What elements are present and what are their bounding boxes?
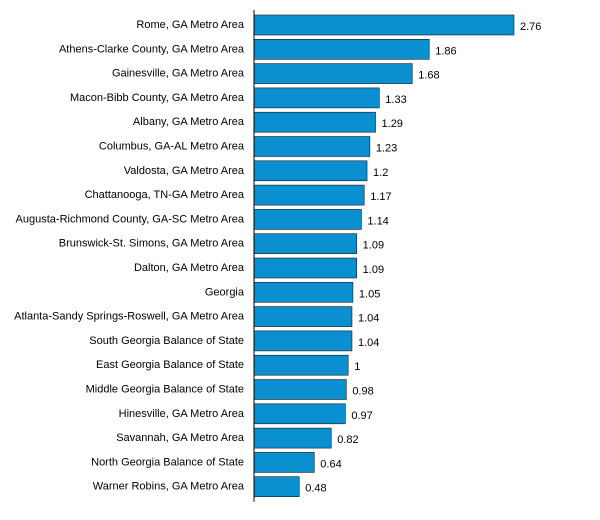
category-label: Valdosta, GA Metro Area: [124, 165, 245, 177]
category-label: Dalton, GA Metro Area: [134, 262, 245, 274]
value-label: 0.82: [337, 434, 358, 446]
category-label: Middle Georgia Balance of State: [86, 384, 244, 396]
bar: [253, 136, 371, 157]
bar: [253, 233, 357, 254]
value-label: 0.64: [320, 458, 341, 470]
category-label: Macon-Bibb County, GA Metro Area: [70, 92, 245, 104]
category-label: Athens-Clarke County, GA Metro Area: [59, 43, 245, 55]
category-label: Georgia: [205, 286, 245, 298]
category-labels: Rome, GA Metro Area Athens-Clarke County,…: [14, 19, 245, 493]
value-label: 0.48: [305, 483, 326, 495]
bar: [253, 281, 354, 303]
category-label: Columbus, GA-AL Metro Area: [99, 141, 245, 153]
value-label: 0.98: [352, 386, 373, 398]
category-label: North Georgia Balance of State: [91, 456, 244, 468]
category-label: Warner Robins, GA Metro Area: [93, 481, 245, 493]
value-label: 1.09: [363, 264, 384, 276]
bar: [253, 403, 346, 425]
bars-group: [253, 14, 515, 498]
value-label: 1.23: [376, 143, 397, 155]
category-label: Brunswick-St. Simons, GA Metro Area: [59, 238, 245, 250]
value-label: 1.17: [370, 191, 391, 203]
value-label: 1.14: [367, 215, 388, 227]
bar: [253, 452, 315, 473]
category-label: Savannah, GA Metro Area: [116, 432, 245, 444]
bar: [253, 306, 353, 327]
bar: [253, 257, 357, 279]
bar: [253, 209, 362, 230]
category-label: Chattanooga, TN-GA Metro Area: [85, 189, 245, 201]
category-label: Gainesville, GA Metro Area: [112, 68, 245, 80]
value-labels: 2.76 1.86 1.68 1.33 1.29 1.23 1.2 1.17 1.14 1.09 1…: [305, 21, 541, 495]
category-label: Augusta-Richmond County, GA-SC Metro Are…: [16, 213, 245, 225]
category-label: Rome, GA Metro Area: [136, 19, 244, 31]
value-label: 1.04: [358, 337, 379, 349]
bar: [253, 330, 353, 352]
category-label: South Georgia Balance of State: [89, 335, 244, 347]
category-label: East Georgia Balance of State: [96, 359, 244, 371]
bar: [253, 14, 515, 36]
value-label: 1.09: [363, 240, 384, 252]
bar: [253, 160, 368, 182]
value-label: 1.2: [373, 167, 388, 179]
value-label: 0.97: [351, 410, 372, 422]
bar: [253, 379, 347, 400]
category-label: Hinesville, GA Metro Area: [119, 408, 245, 420]
bar: [253, 476, 300, 498]
value-label: 1.86: [435, 45, 456, 57]
value-label: 1.04: [358, 313, 379, 325]
category-label: Atlanta-Sandy Springs-Roswell, GA Metro …: [14, 311, 245, 323]
bar: [253, 63, 413, 84]
bar: [253, 111, 376, 133]
bar: [253, 184, 365, 206]
bar: [253, 354, 349, 376]
value-label: 1.29: [382, 118, 403, 130]
bar: [253, 427, 332, 449]
category-label: Albany, GA Metro Area: [133, 116, 245, 128]
bar: [253, 38, 430, 60]
value-label: 1.05: [359, 288, 380, 300]
value-label: 1.33: [385, 94, 406, 106]
bar: [253, 87, 380, 109]
value-label: 2.76: [520, 21, 541, 33]
value-label: 1: [354, 361, 360, 373]
value-label: 1.68: [418, 70, 439, 82]
